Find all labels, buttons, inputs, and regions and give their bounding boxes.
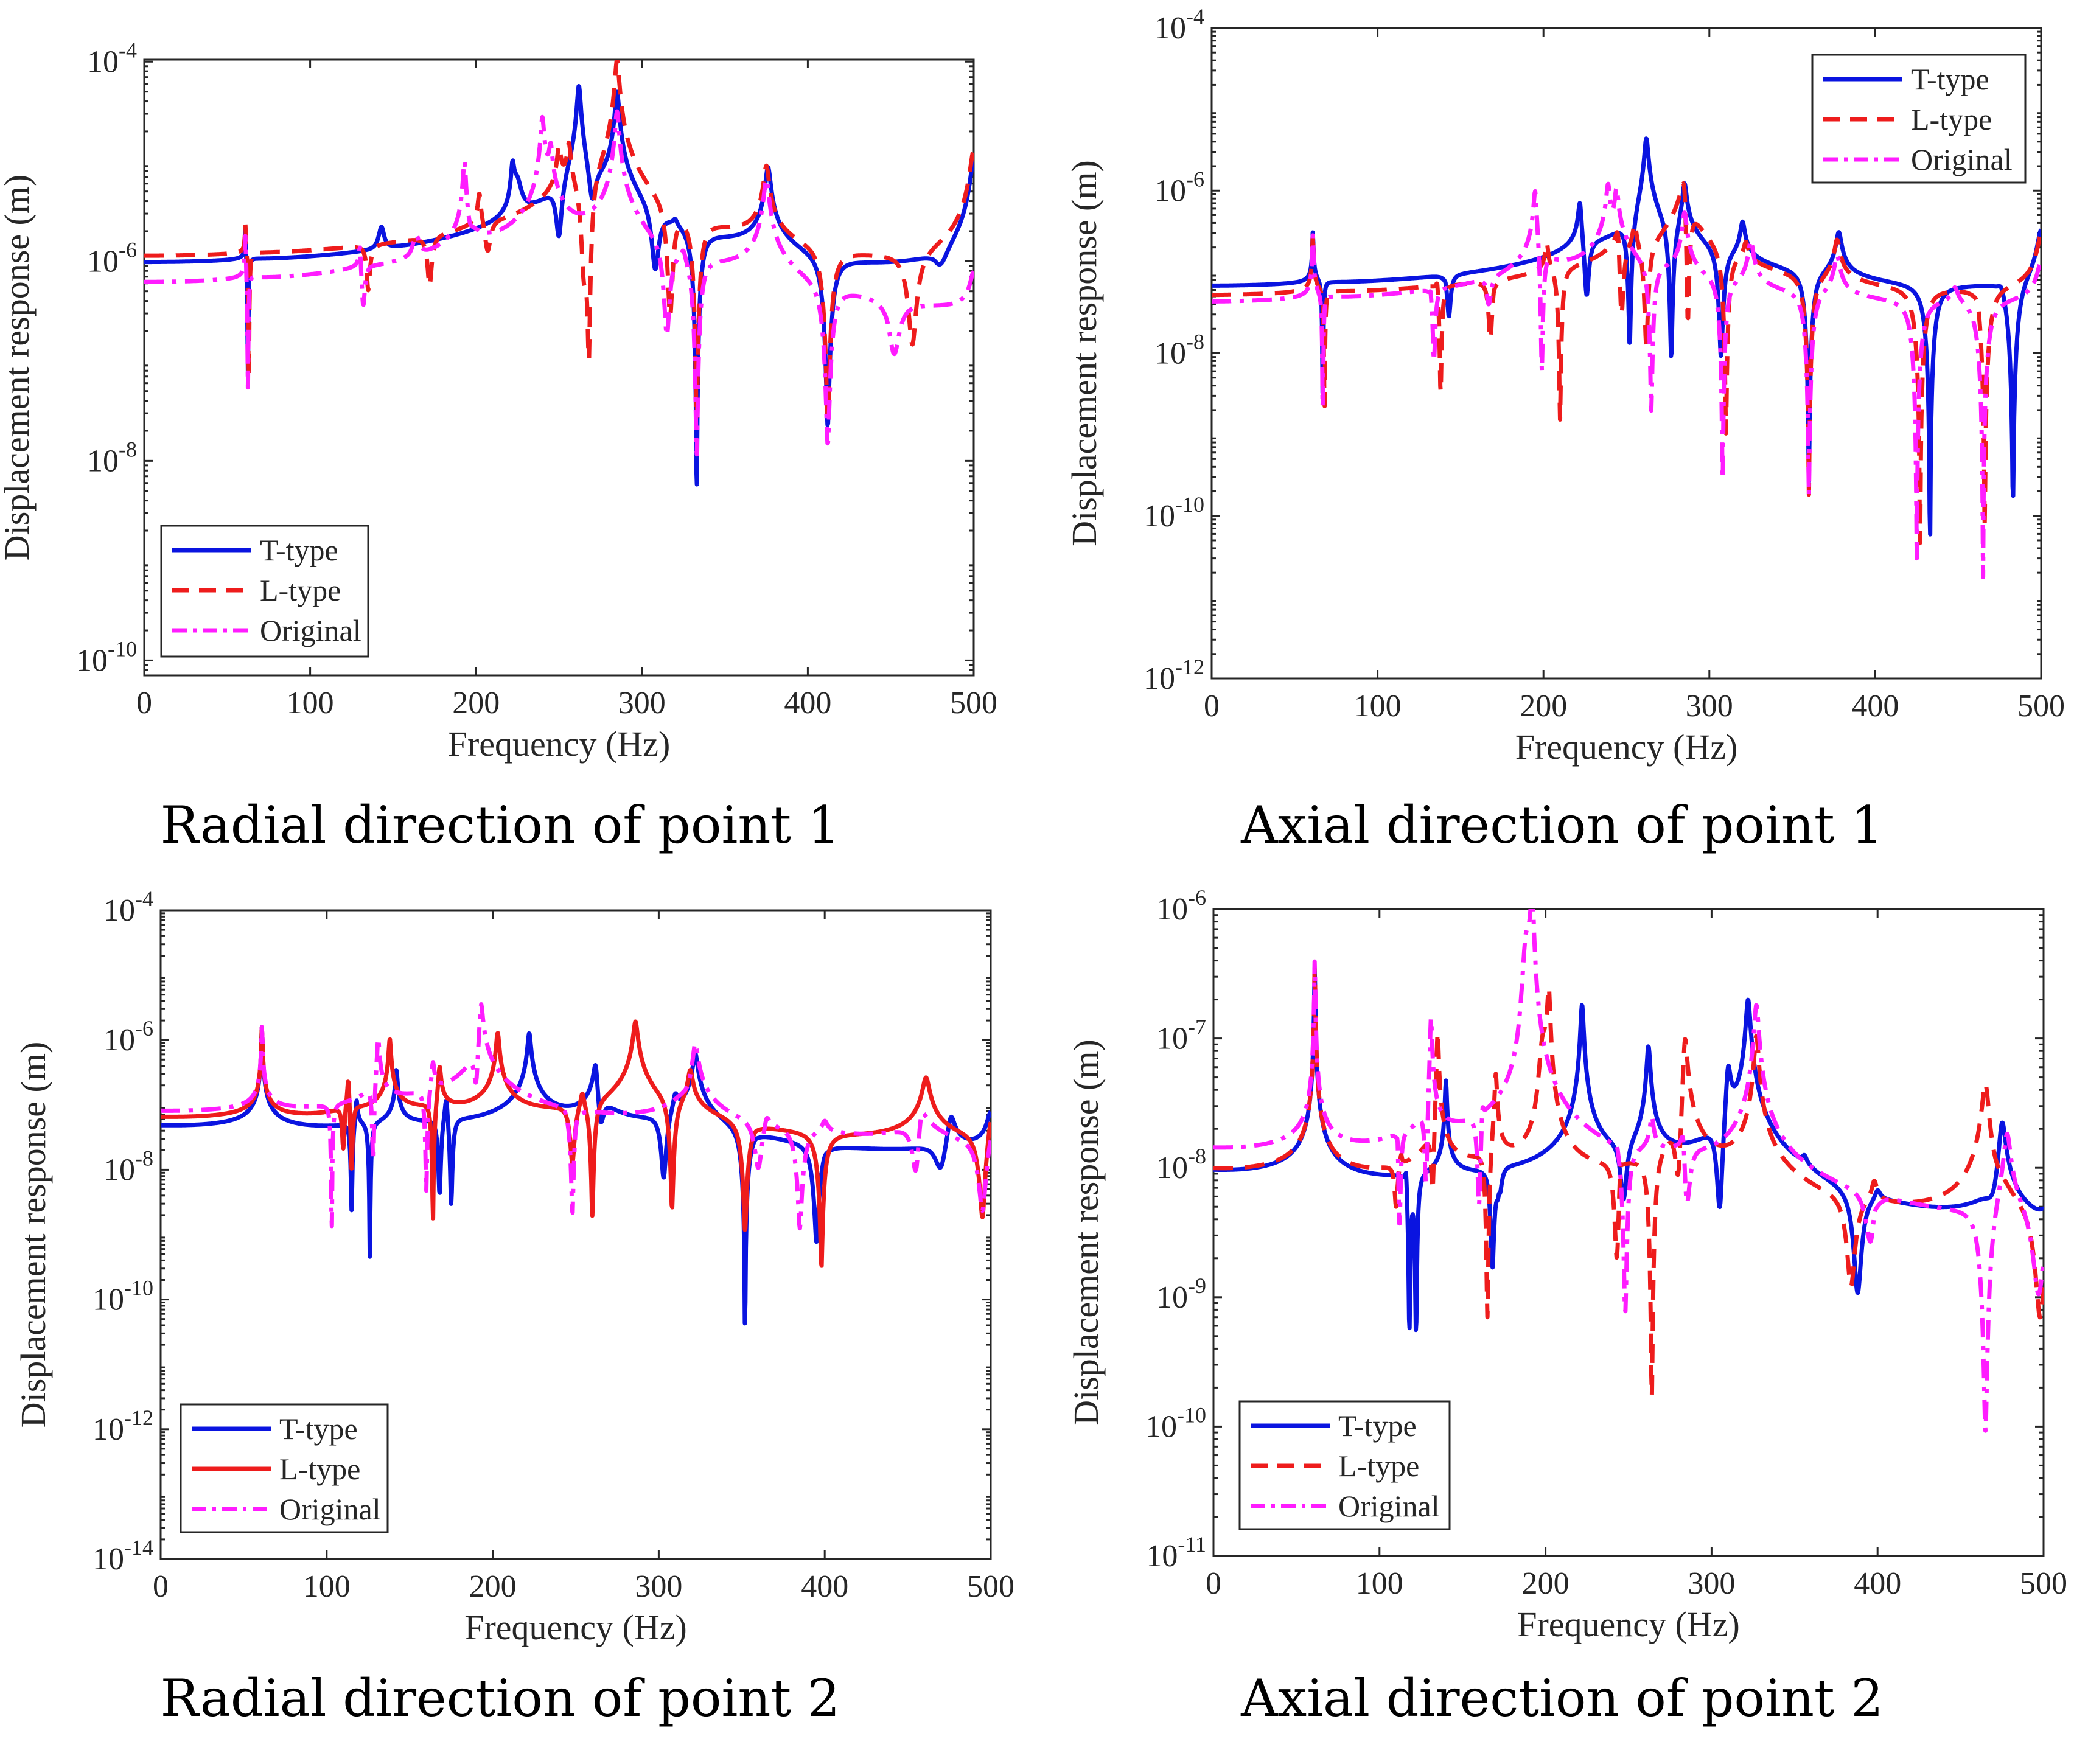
legend-label: T-type (260, 533, 338, 567)
y-tick-label: 10-10 (93, 1276, 153, 1317)
y-tick-label: 10-10 (76, 636, 137, 678)
chart-panel-radial-point-2: 0 100 200 300 400 500 10-14 10-12 10-10 10-8 10-6 1… (13, 887, 1014, 1728)
legend-label: Original (279, 1492, 381, 1526)
y-tick-label: 10-8 (103, 1146, 153, 1187)
y-tick-label: 10-4 (1154, 4, 1204, 46)
y-axis-label: Displacement response (m) (13, 1042, 53, 1428)
legend-label: L-type (1911, 102, 1992, 136)
series-line-original (161, 1002, 991, 1231)
y-tick-label: 10-6 (1156, 885, 1206, 927)
panel-caption: Radial direction of point 1 (161, 795, 840, 855)
x-axis-label: Frequency (Hz) (1517, 1605, 1740, 1644)
y-tick-label: 10-6 (103, 1016, 153, 1058)
y-tick-label: 10-10 (1143, 492, 1204, 534)
y-tick-label: 10-6 (1154, 167, 1204, 208)
legend-label: L-type (1338, 1449, 1419, 1483)
series-line-l-type (1213, 966, 2044, 1398)
chart-panel-radial-point-1: 0 100 200 300 400 500 10-10 10-8 10-6 10-4 Frequen… (0, 38, 997, 855)
x-tick-label: 400 (1854, 1566, 1901, 1601)
y-tick-label: 10-11 (1146, 1532, 1206, 1574)
y-tick-label: 10-10 (1145, 1403, 1206, 1444)
x-tick-label: 0 (1206, 1566, 1221, 1601)
x-tick-label: 200 (469, 1569, 517, 1604)
series-line-original (1213, 909, 2044, 1433)
panel-caption: Axial direction of point 2 (1240, 1668, 1884, 1728)
y-tick-label: 10-6 (87, 237, 137, 279)
legend-label: T-type (1911, 62, 1989, 96)
x-tick-label: 300 (618, 686, 666, 720)
legend-label: T-type (279, 1412, 358, 1446)
panel-caption: Axial direction of point 1 (1240, 795, 1884, 855)
series-line-l-type (1212, 181, 2041, 546)
y-tick-label: 10-9 (1156, 1274, 1206, 1315)
legend-box (160, 525, 369, 658)
legend-label: L-type (279, 1452, 360, 1486)
legend-label: Original (1911, 142, 2013, 176)
x-tick-label: 100 (303, 1569, 351, 1604)
chart-panel-axial-point-1: 0 100 200 300 400 500 10-12 10-10 10-8 10-6 10-4 Fr… (1064, 4, 2065, 855)
x-tick-label: 0 (1204, 689, 1220, 723)
series-line-t-type (1213, 966, 2044, 1333)
panel-caption: Radial direction of point 2 (161, 1668, 840, 1728)
x-tick-label: 100 (1356, 1566, 1403, 1601)
legend-label: L-type (260, 573, 341, 607)
x-tick-label: 500 (967, 1569, 1014, 1604)
legend-label: Original (1338, 1489, 1440, 1523)
x-tick-label: 200 (1520, 689, 1567, 723)
x-tick-label: 500 (950, 686, 997, 720)
y-axis-label: Displacement response (m) (0, 175, 37, 561)
y-axis-label: Displacement response (m) (1066, 1039, 1106, 1426)
x-axis-label: Frequency (Hz) (448, 724, 671, 764)
x-tick-label: 500 (2020, 1566, 2067, 1601)
x-tick-label: 400 (1851, 689, 1899, 723)
x-axis-label: Frequency (Hz) (1515, 727, 1738, 767)
series-line-t-type (161, 1025, 991, 1326)
legend-label: T-type (1338, 1409, 1417, 1443)
series-line-t-type (144, 84, 974, 487)
legend-label: Original (260, 613, 361, 647)
x-tick-label: 100 (1354, 689, 1402, 723)
y-tick-label: 10-14 (93, 1535, 153, 1577)
x-axis-label: Frequency (Hz) (464, 1608, 687, 1647)
x-tick-label: 200 (452, 686, 500, 720)
x-tick-label: 400 (784, 686, 831, 720)
y-tick-label: 10-4 (87, 38, 137, 79)
chart-panel-axial-point-2: 0 100 200 300 400 500 10-11 10-10 10-9 10-8 10-7 10… (1066, 885, 2067, 1728)
series-line-original (1212, 181, 2041, 579)
series-line-t-type (1212, 136, 2041, 537)
y-tick-label: 10-8 (1154, 330, 1204, 371)
y-tick-label: 10-7 (1156, 1015, 1206, 1056)
x-tick-label: 400 (801, 1569, 848, 1604)
y-tick-label: 10-12 (1143, 655, 1204, 696)
x-tick-label: 300 (635, 1569, 682, 1604)
y-tick-label: 10-12 (93, 1406, 153, 1447)
x-tick-label: 100 (287, 686, 334, 720)
x-tick-label: 0 (153, 1569, 169, 1604)
y-tick-label: 10-8 (1156, 1144, 1206, 1185)
x-tick-label: 0 (136, 686, 152, 720)
x-tick-label: 200 (1522, 1566, 1569, 1601)
x-tick-label: 300 (1686, 689, 1733, 723)
y-axis-label: Displacement response (m) (1064, 160, 1104, 546)
legend-box (1811, 54, 2027, 184)
x-tick-label: 300 (1688, 1566, 1735, 1601)
y-tick-label: 10-4 (103, 887, 153, 928)
y-tick-label: 10-8 (87, 437, 137, 478)
x-tick-label: 500 (2017, 689, 2065, 723)
